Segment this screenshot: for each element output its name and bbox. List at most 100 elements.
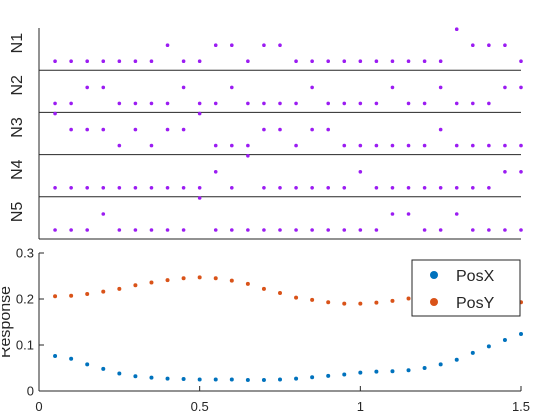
raster-point xyxy=(85,127,89,132)
raster-point xyxy=(230,85,234,90)
raster-point xyxy=(390,186,395,190)
series-point xyxy=(101,366,106,371)
raster-point xyxy=(503,228,507,232)
legend xyxy=(411,259,521,317)
raster-point xyxy=(85,85,89,90)
series-point xyxy=(197,377,202,382)
series-point xyxy=(229,377,234,382)
raster-point xyxy=(181,228,186,232)
raster-point xyxy=(197,101,202,106)
raster-point xyxy=(69,186,73,190)
raster-point xyxy=(85,59,89,63)
raster-point xyxy=(53,228,57,232)
raster-point xyxy=(471,43,475,47)
raster-point xyxy=(438,59,443,63)
raster-point xyxy=(149,186,154,190)
series-point xyxy=(101,289,106,294)
raster-point xyxy=(310,59,314,63)
raster-point xyxy=(117,228,122,232)
series-point xyxy=(85,291,90,296)
raster-point xyxy=(149,101,154,106)
series-point xyxy=(53,354,58,359)
raster-point xyxy=(165,127,170,132)
raster-point xyxy=(471,143,475,148)
raster-point xyxy=(246,101,250,106)
raster-point xyxy=(278,101,282,106)
legend-label: PosX xyxy=(456,268,495,285)
series-point xyxy=(406,368,411,373)
edge-mask xyxy=(0,240,2,420)
raster-point xyxy=(487,228,491,232)
raster-point xyxy=(165,186,170,190)
y-tick-label: 0 xyxy=(27,384,34,399)
raster-point xyxy=(117,143,122,148)
series-point xyxy=(374,300,379,305)
raster-point xyxy=(519,85,523,90)
raster-point xyxy=(101,127,106,132)
series-point xyxy=(358,301,363,306)
series-point xyxy=(278,291,282,296)
raster-point xyxy=(294,143,298,148)
raster-point xyxy=(197,186,202,190)
raster-point xyxy=(246,228,250,232)
raster-point xyxy=(374,143,379,148)
raster-point xyxy=(358,101,363,106)
y-axis-label: Response xyxy=(0,286,14,358)
raster-point xyxy=(438,186,443,190)
raster-point xyxy=(374,228,379,232)
raster-point xyxy=(117,59,122,63)
raster-point xyxy=(503,143,507,148)
raster-point xyxy=(181,59,186,63)
raster-panel: N1 N2 N3 N4 N5 xyxy=(9,27,523,240)
raster-point xyxy=(117,186,122,190)
raster-point xyxy=(197,111,202,116)
series-point xyxy=(85,362,90,367)
raster-point xyxy=(406,212,411,216)
raster-point xyxy=(85,228,89,232)
raster-point xyxy=(422,101,427,106)
raster-point xyxy=(503,170,507,174)
series-point xyxy=(342,372,347,377)
raster-point xyxy=(133,228,138,232)
raster-point xyxy=(262,228,266,232)
series-point xyxy=(69,356,74,361)
series-point xyxy=(278,377,282,382)
raster-point xyxy=(197,196,202,200)
raster-point xyxy=(310,127,314,132)
raster-point xyxy=(342,59,347,63)
raster-point xyxy=(53,59,57,63)
series-point xyxy=(53,294,58,299)
series-point xyxy=(486,344,491,349)
raster-point xyxy=(519,143,523,148)
raster-point xyxy=(358,59,363,63)
raster-point xyxy=(133,59,138,63)
x-tick-label: 1 xyxy=(357,399,364,414)
y-tick-label: 0.2 xyxy=(16,292,34,307)
raster-point xyxy=(69,127,73,132)
raster-point xyxy=(454,186,459,190)
raster-point xyxy=(487,101,491,106)
raster-point xyxy=(165,101,170,106)
raster-point xyxy=(197,59,202,63)
raster-point xyxy=(438,228,443,232)
raster-point xyxy=(326,127,331,132)
series-point xyxy=(438,362,443,367)
raster-point xyxy=(213,228,218,232)
raster-point xyxy=(358,170,363,174)
raster-point xyxy=(262,186,266,190)
raster-point xyxy=(406,143,411,148)
raster-point xyxy=(438,127,443,132)
raster-point xyxy=(422,59,427,63)
raster-point xyxy=(133,127,138,132)
raster-point xyxy=(471,186,475,190)
raster-point xyxy=(165,43,170,47)
raster-point xyxy=(390,85,395,90)
raster-point xyxy=(519,170,523,174)
raster-point xyxy=(246,143,250,148)
series-point xyxy=(390,369,395,374)
raster-point xyxy=(390,59,395,63)
series-point xyxy=(149,375,154,380)
series-point xyxy=(165,278,170,283)
raster-point xyxy=(165,228,170,232)
legend-marker xyxy=(430,298,438,306)
